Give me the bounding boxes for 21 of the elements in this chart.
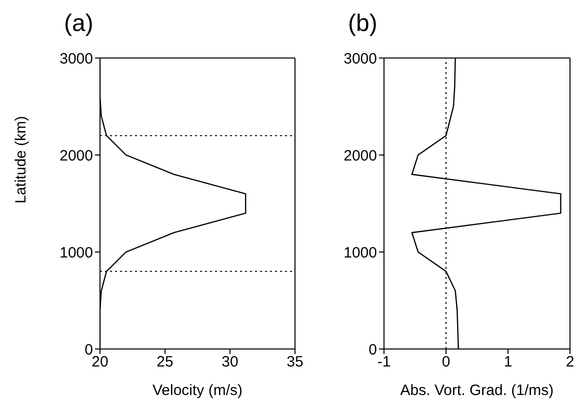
x-tick-label: 20: [92, 354, 108, 371]
y-tick-label: 2000: [60, 147, 93, 164]
x-axis-title: Abs. Vort. Grad. (1/ms): [400, 382, 554, 399]
y-axis-title: Latitude (km): [12, 116, 30, 204]
x-tick-label: 25: [156, 354, 174, 371]
y-tick-label: 0: [368, 341, 377, 358]
x-tick-label: 35: [286, 354, 304, 371]
y-tick-label: 2000: [344, 147, 377, 164]
chart-title: (a): [64, 10, 94, 38]
y-tick-label: 1000: [60, 244, 93, 262]
x-tick-label: 2: [566, 354, 574, 371]
y-tick-label: 3000: [344, 50, 377, 68]
x-tick-label: 1: [504, 354, 512, 371]
x-tick-label: 0: [442, 354, 450, 371]
y-tick-label: 0: [84, 341, 93, 358]
x-tick-label: 30: [222, 354, 238, 371]
x-tick-label: -1: [377, 354, 391, 371]
y-tick-label: 3000: [60, 50, 93, 68]
y-tick-label: 1000: [344, 244, 377, 262]
chart-title: (b): [348, 10, 378, 38]
x-axis-title: Velocity (m/s): [152, 382, 243, 399]
